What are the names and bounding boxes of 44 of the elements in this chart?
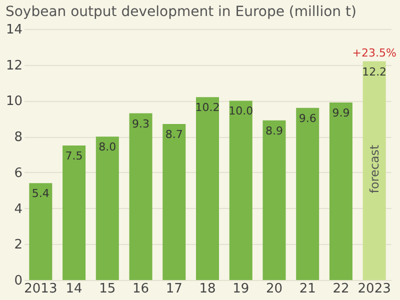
- data-label: 10.2: [195, 101, 220, 114]
- bar: [329, 102, 352, 280]
- x-tick-label: 20: [266, 282, 282, 296]
- chart-title: Soybean output development in Europe (million t): [5, 4, 356, 20]
- data-label: 8.7: [165, 128, 183, 142]
- x-tick-label: 15: [99, 282, 116, 296]
- annotation: +23.5%: [352, 46, 396, 60]
- x-tick-label: 14: [66, 282, 82, 296]
- data-label: 8.9: [265, 124, 283, 138]
- y-tick-label: 10: [6, 94, 22, 110]
- x-tick-label: 22: [332, 282, 350, 296]
- y-tick-label: 12: [6, 58, 22, 74]
- y-tick-label: 6: [14, 166, 22, 181]
- data-label: 12.2: [362, 65, 387, 78]
- y-tick-label: 4: [14, 202, 22, 217]
- annotation: forecast: [367, 144, 382, 194]
- bar: [229, 100, 252, 280]
- data-label: 9.3: [132, 117, 150, 130]
- data-label: 7.5: [65, 150, 83, 163]
- data-label: 10.0: [228, 104, 254, 118]
- bar: [162, 124, 186, 280]
- x-tick-label: 2023: [358, 282, 391, 296]
- x-tick-label: 21: [299, 282, 316, 296]
- y-tick-label: 14: [6, 22, 22, 38]
- bar: [362, 61, 386, 280]
- bar: [62, 146, 86, 280]
- x-tick-label: 17: [166, 282, 182, 296]
- bar: [129, 113, 152, 280]
- x-tick-label: 19: [232, 282, 250, 296]
- data-label: 8.0: [98, 140, 116, 154]
- x-tick-label: 2013: [24, 282, 58, 296]
- data-label: 9.6: [298, 112, 316, 125]
- y-tick-label: 8: [14, 130, 22, 146]
- bar: [96, 136, 119, 280]
- bar: [296, 108, 320, 280]
- y-tick-label: 2: [14, 238, 22, 253]
- data-label: 9.9: [332, 106, 350, 120]
- y-tick-label: 0: [14, 274, 22, 288]
- bar: [262, 120, 286, 280]
- bar: [196, 97, 219, 280]
- bar: [29, 183, 52, 280]
- data-label: 5.4: [32, 187, 50, 200]
- x-tick-label: 16: [132, 282, 150, 296]
- x-tick-label: 18: [199, 282, 216, 296]
